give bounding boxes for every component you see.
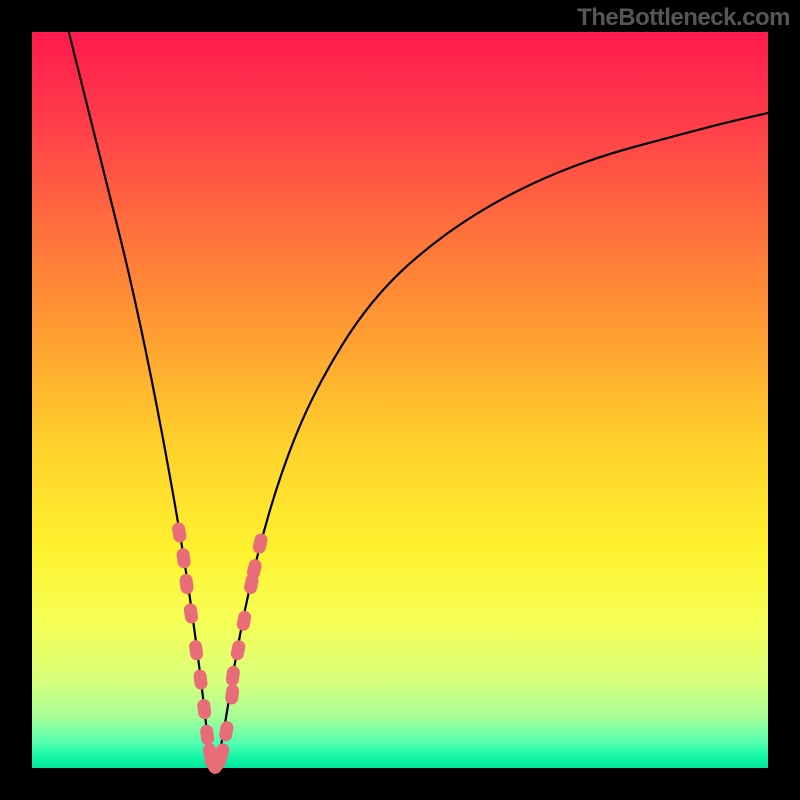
watermark-text: TheBottleneck.com: [577, 4, 790, 32]
chart-plot-background: [32, 32, 768, 768]
bottleneck-curve-chart: [0, 0, 800, 800]
bottleneck-chart-container: TheBottleneck.com: [0, 0, 800, 800]
data-marker: [197, 699, 211, 719]
data-marker: [225, 684, 239, 704]
